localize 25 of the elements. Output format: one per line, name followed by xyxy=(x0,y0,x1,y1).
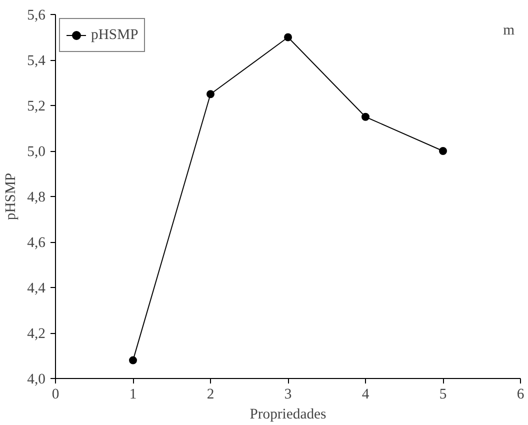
x-tick-label: 5 xyxy=(439,386,447,402)
y-tick-label: 5,2 xyxy=(27,98,46,114)
x-tick-label: 1 xyxy=(129,386,137,402)
point xyxy=(129,356,137,364)
legend-label: pHSMP xyxy=(91,26,138,44)
point xyxy=(206,90,214,98)
y-tick-label: 4,0 xyxy=(27,372,46,388)
x-tick-label: 6 xyxy=(516,386,524,402)
y-tick-label: 5,0 xyxy=(27,144,46,160)
y-axis-title: pHSMP xyxy=(3,172,20,220)
x-tick-label: 0 xyxy=(52,386,60,402)
point xyxy=(439,147,447,155)
y-tick-label: 5,4 xyxy=(27,53,46,69)
y-tick-label: 4,4 xyxy=(27,280,46,296)
point xyxy=(284,33,292,42)
x-axis-title: Propriedades xyxy=(250,406,327,422)
annotation: m xyxy=(503,22,516,38)
y-tick-label: 5,6 xyxy=(27,8,46,24)
x-tick-label: 3 xyxy=(284,386,292,402)
x-tick-label: 2 xyxy=(206,386,214,402)
y-tick-label: 4,6 xyxy=(27,235,46,251)
y-tick-label: 4,2 xyxy=(27,326,46,342)
point xyxy=(362,112,370,121)
x-tick-label: 4 xyxy=(362,386,370,402)
y-tick-label: 4,8 xyxy=(27,190,46,206)
